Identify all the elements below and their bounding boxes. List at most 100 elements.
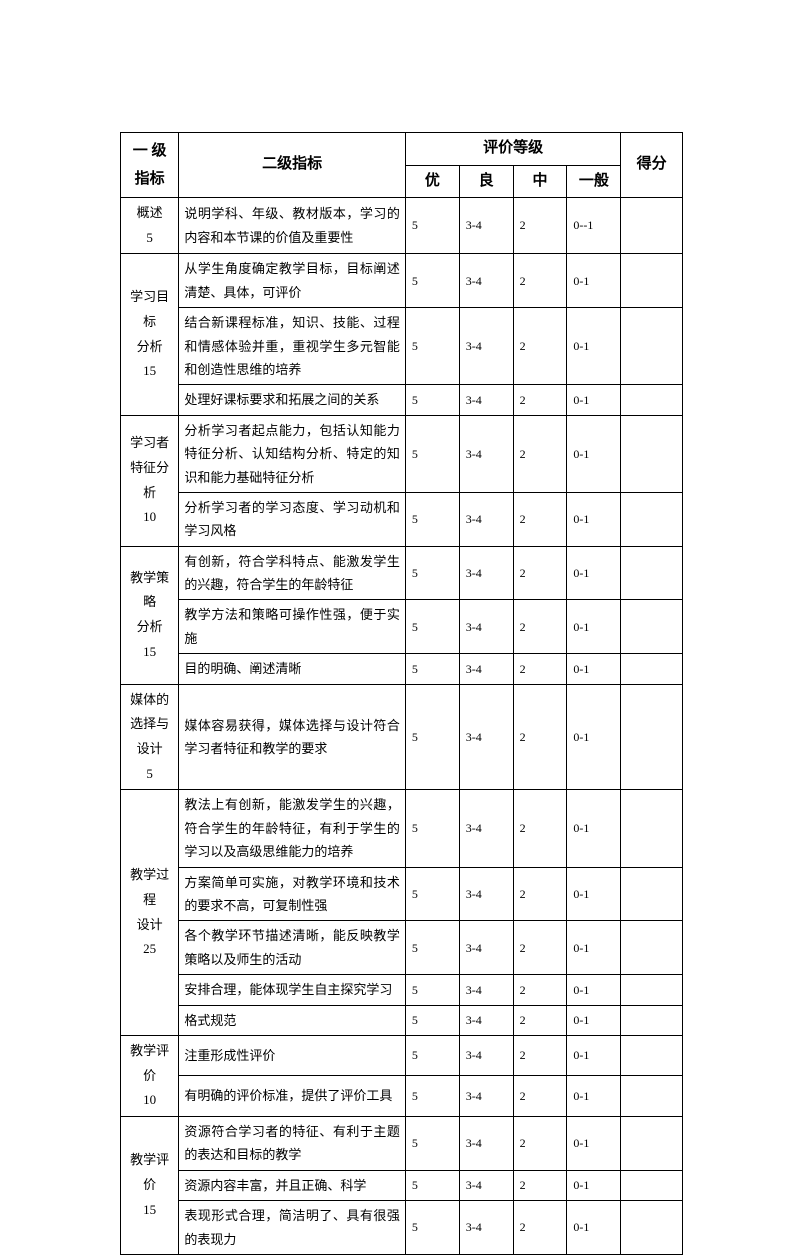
grade-cell-g2: 3-4 [459,867,513,921]
grade-cell-g2: 3-4 [459,1035,513,1076]
grade-cell-g3: 2 [513,254,567,308]
score-cell [621,975,683,1005]
header-score: 得分 [621,133,683,198]
score-cell [621,1201,683,1255]
table-row: 各个教学环节描述清晰，能反映教学策略以及师生的活动53-420-1 [121,921,683,975]
grade-cell-g2: 3-4 [459,385,513,415]
header-level2: 二级指标 [179,133,406,198]
grade-cell-g4: 0-1 [567,975,621,1005]
score-cell [621,492,683,546]
level2-cell: 安排合理，能体现学生自主探究学习 [179,975,406,1005]
grade-cell-g3: 2 [513,1076,567,1117]
score-cell [621,921,683,975]
table-row: 分析学习者的学习态度、学习动机和学习风格53-420-1 [121,492,683,546]
grade-cell-g3: 2 [513,308,567,385]
grade-cell-g2: 3-4 [459,921,513,975]
score-cell [621,1116,683,1170]
score-cell [621,546,683,600]
level2-cell: 资源内容丰富，并且正确、科学 [179,1170,406,1200]
grade-cell-g4: 0-1 [567,600,621,654]
grade-cell-g3: 2 [513,654,567,684]
score-cell [621,684,683,790]
level2-cell: 说明学科、年级、教材版本，学习的内容和本节课的价值及重要性 [179,198,406,254]
grade-cell-g2: 3-4 [459,308,513,385]
table-row: 安排合理，能体现学生自主探究学习53-420-1 [121,975,683,1005]
level2-cell: 注重形成性评价 [179,1035,406,1076]
grade-cell-g2: 3-4 [459,1076,513,1117]
level2-cell: 目的明确、阐述清晰 [179,654,406,684]
header-g2: 良 [459,165,513,198]
score-cell [621,198,683,254]
level2-cell: 结合新课程标准，知识、技能、过程和情感体验并重，重视学生多元智能和创造性思维的培… [179,308,406,385]
level2-cell: 有创新，符合学科特点、能激发学生的兴趣，符合学生的年龄特征 [179,546,406,600]
table-row: 结合新课程标准，知识、技能、过程和情感体验并重，重视学生多元智能和创造性思维的培… [121,308,683,385]
score-cell [621,308,683,385]
level2-cell: 有明确的评价标准，提供了评价工具 [179,1076,406,1117]
grade-cell-g4: 0-1 [567,1170,621,1200]
grade-cell-g3: 2 [513,684,567,790]
grade-cell-g4: 0-1 [567,684,621,790]
grade-cell-g4: 0-1 [567,790,621,867]
table-row: 资源内容丰富，并且正确、科学53-420-1 [121,1170,683,1200]
table-row: 教学评价10注重形成性评价53-420-1 [121,1035,683,1076]
grade-cell-g2: 3-4 [459,654,513,684]
rubric-table: 一 级指标 二级指标 评价等级 得分 优 良 中 一般 概述5说明学科、年级、教… [120,132,683,1255]
grade-cell-g1: 5 [405,385,459,415]
header-level1: 一 级指标 [121,133,179,198]
table-row: 学习目标分析15从学生角度确定教学目标，目标阐述清楚、具体，可评价53-420-… [121,254,683,308]
grade-cell-g1: 5 [405,1170,459,1200]
grade-cell-g4: 0-1 [567,492,621,546]
grade-cell-g3: 2 [513,198,567,254]
grade-cell-g3: 2 [513,385,567,415]
grade-cell-g3: 2 [513,867,567,921]
grade-cell-g3: 2 [513,600,567,654]
grade-cell-g2: 3-4 [459,198,513,254]
grade-cell-g4: 0--1 [567,198,621,254]
grade-cell-g1: 5 [405,1076,459,1117]
grade-cell-g1: 5 [405,790,459,867]
table-row: 有明确的评价标准，提供了评价工具53-420-1 [121,1076,683,1117]
level1-cell: 学习者特征分析10 [121,415,179,546]
level2-cell: 处理好课标要求和拓展之间的关系 [179,385,406,415]
grade-cell-g2: 3-4 [459,1170,513,1200]
level2-cell: 分析学习者起点能力，包括认知能力特征分析、认知结构分析、特定的知识和能力基础特征… [179,415,406,492]
grade-cell-g1: 5 [405,684,459,790]
grade-cell-g1: 5 [405,867,459,921]
grade-cell-g2: 3-4 [459,492,513,546]
grade-cell-g4: 0-1 [567,1116,621,1170]
grade-cell-g4: 0-1 [567,867,621,921]
grade-cell-g3: 2 [513,415,567,492]
grade-cell-g3: 2 [513,790,567,867]
grade-cell-g1: 5 [405,654,459,684]
level1-cell: 教学评价15 [121,1116,179,1254]
level1-cell: 教学评价10 [121,1035,179,1116]
grade-cell-g4: 0-1 [567,654,621,684]
grade-cell-g1: 5 [405,1005,459,1035]
table-row: 教学方法和策略可操作性强，便于实施53-420-1 [121,600,683,654]
level1-cell: 概述5 [121,198,179,254]
grade-cell-g1: 5 [405,254,459,308]
score-cell [621,415,683,492]
level2-cell: 教学方法和策略可操作性强，便于实施 [179,600,406,654]
grade-cell-g3: 2 [513,1005,567,1035]
table-row: 教学过程设计25教法上有创新，能激发学生的兴趣，符合学生的年龄特征，有利于学生的… [121,790,683,867]
grade-cell-g1: 5 [405,921,459,975]
grade-cell-g3: 2 [513,546,567,600]
grade-cell-g1: 5 [405,492,459,546]
grade-cell-g1: 5 [405,308,459,385]
grade-cell-g1: 5 [405,546,459,600]
level2-cell: 分析学习者的学习态度、学习动机和学习风格 [179,492,406,546]
table-row: 教学策略分析15有创新，符合学科特点、能激发学生的兴趣，符合学生的年龄特征53-… [121,546,683,600]
table-row: 格式规范53-420-1 [121,1005,683,1035]
grade-cell-g2: 3-4 [459,415,513,492]
table-row: 概述5说明学科、年级、教材版本，学习的内容和本节课的价值及重要性53-420--… [121,198,683,254]
grade-cell-g3: 2 [513,975,567,1005]
table-header: 一 级指标 二级指标 评价等级 得分 优 良 中 一般 [121,133,683,198]
level2-cell: 格式规范 [179,1005,406,1035]
grade-cell-g1: 5 [405,600,459,654]
header-g1: 优 [405,165,459,198]
header-rating: 评价等级 [405,133,620,166]
table-row: 教学评价15资源符合学习者的特征、有利于主题的表达和目标的教学53-420-1 [121,1116,683,1170]
grade-cell-g2: 3-4 [459,600,513,654]
score-cell [621,385,683,415]
